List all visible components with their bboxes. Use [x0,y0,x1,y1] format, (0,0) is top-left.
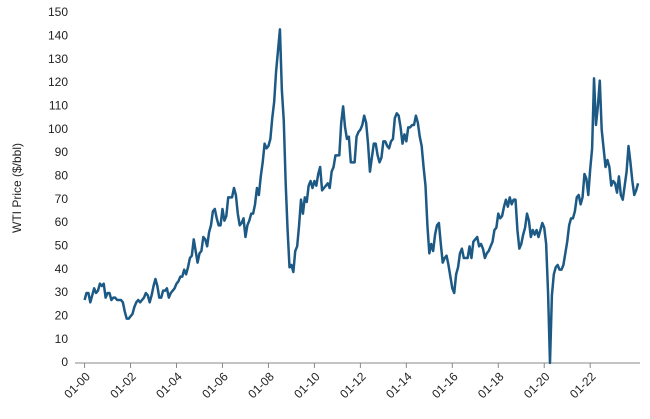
x-tick-label: 01-06 [199,369,231,401]
y-tick-label: 60 [55,215,69,229]
y-tick-label: 90 [55,145,69,159]
y-tick-label: 80 [55,169,69,183]
y-tick-label: 50 [55,239,69,253]
y-tick-label: 100 [48,122,68,136]
y-tick-label: 110 [49,99,68,113]
y-tick-label: 140 [48,29,68,43]
x-tick-label: 01-20 [521,369,553,401]
x-tick-label: 01-22 [567,369,599,401]
x-tick-label: 01-04 [153,369,185,401]
x-tick-label: 01-12 [337,369,369,401]
y-tick-label: 130 [48,52,68,66]
y-axis-label: WTI Price ($/bbl) [10,143,24,233]
y-tick-label: 40 [55,262,69,276]
y-tick-label: 70 [55,192,69,206]
x-tick-label: 01-00 [61,369,93,401]
x-tick-label: 01-14 [383,369,415,401]
y-tick-label: 0 [61,355,68,369]
y-tick-label: 120 [48,75,68,89]
x-tick-label: 01-18 [475,369,507,401]
x-tick-label: 01-16 [429,369,461,401]
x-tick-label: 01-10 [291,369,323,401]
y-tick-label: 10 [55,332,69,346]
y-tick-label: 150 [48,5,68,19]
y-tick-label: 30 [55,285,69,299]
y-tick-label: 20 [55,309,69,323]
line-series [83,28,640,365]
x-tick-label: 01-08 [245,369,277,401]
x-tick-label: 01-02 [107,369,139,401]
